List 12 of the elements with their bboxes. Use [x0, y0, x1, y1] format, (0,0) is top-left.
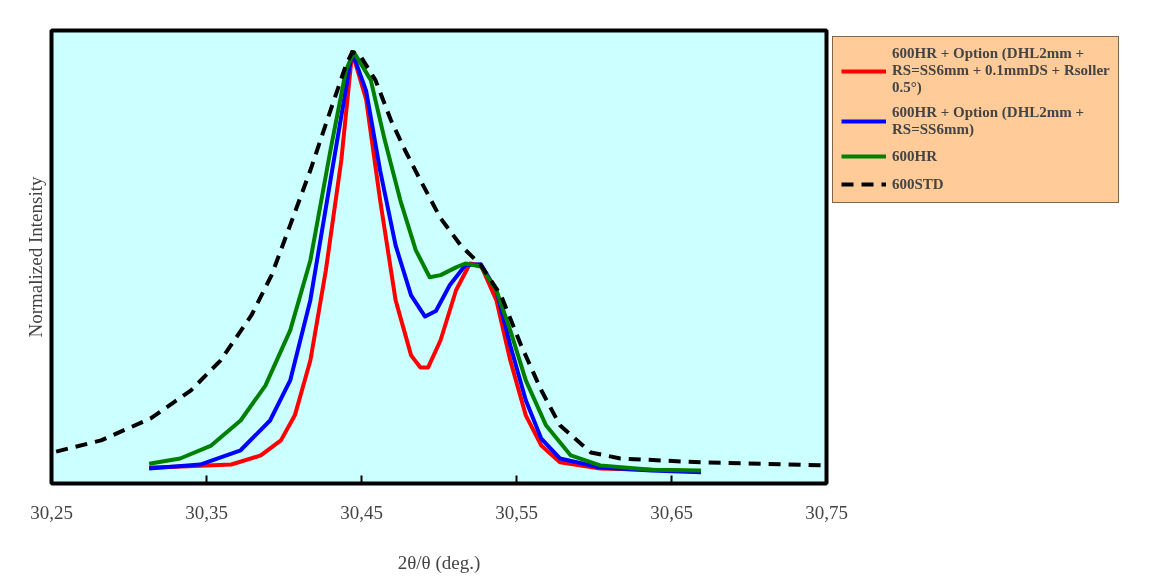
x-tick-label: 30,25 [30, 501, 73, 523]
x-tick-label: 30,75 [805, 501, 848, 523]
x-tick-label: 30,65 [650, 501, 693, 523]
legend-label: 600HR + Option (DHL2mm + RS=SS6mm) [892, 104, 1085, 138]
x-tick-label: 30,55 [495, 501, 538, 523]
y-axis-title: Normalized Intensity [24, 176, 46, 338]
legend-label: 600STD [892, 175, 944, 193]
x-tick-label: 30,45 [340, 501, 383, 523]
x-axis-title: 2θ/θ (deg.) [397, 551, 481, 574]
legend-label: 600HR + Option (DHL2mm + RS=SS6mm + 0.1mmDS + Rsoller 0.5°) [892, 45, 1110, 96]
legend-label: 600HR [892, 147, 937, 165]
x-tick-label: 30,35 [185, 501, 228, 523]
